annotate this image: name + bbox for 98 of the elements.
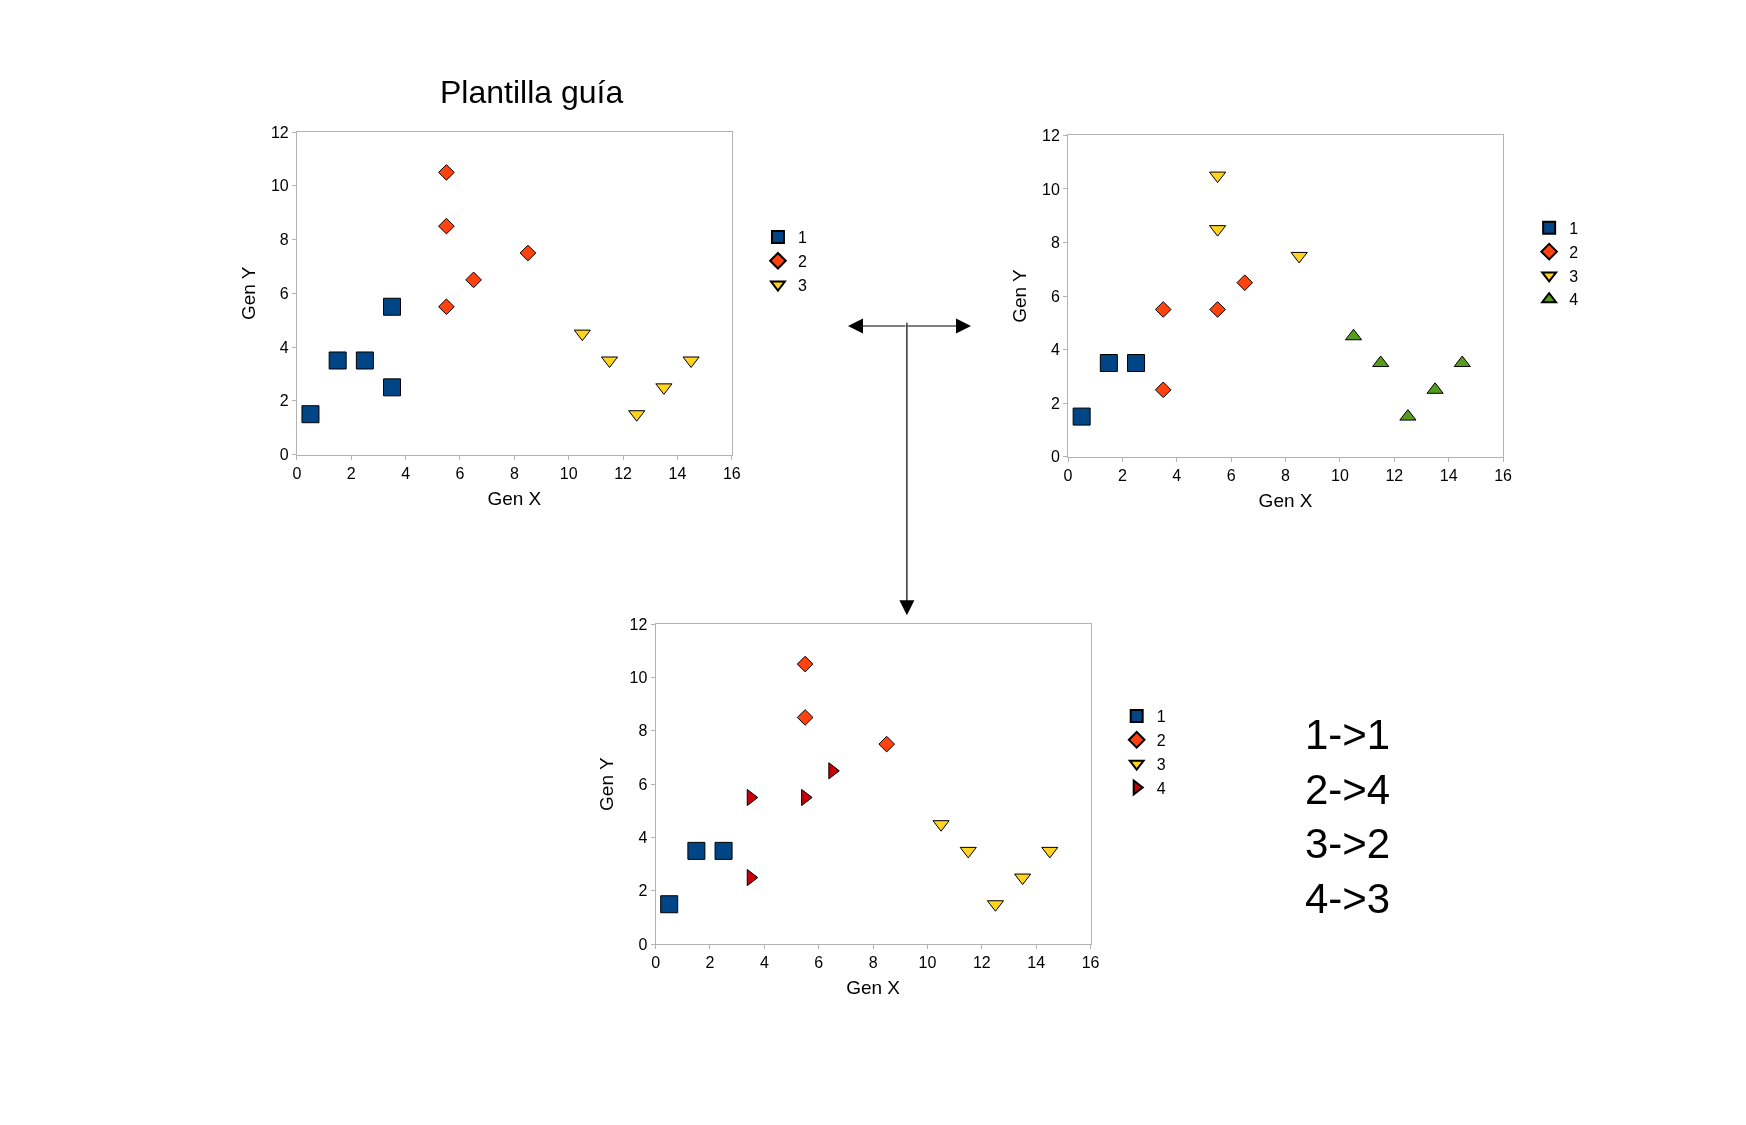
- y-tick-label: 0: [1050, 448, 1060, 466]
- point: [465, 271, 482, 289]
- x-tick-label: 12: [614, 464, 633, 482]
- y-tick-label: 10: [270, 177, 289, 195]
- point: [1453, 355, 1471, 368]
- x-tick-label: 6: [1226, 466, 1236, 484]
- y-tick-label: 12: [270, 123, 289, 141]
- x-tick-label: 6: [455, 464, 465, 482]
- point: [1209, 171, 1227, 184]
- point: [1236, 274, 1254, 291]
- y-tick-label: 0: [638, 935, 648, 953]
- x-tick-label: 4: [1172, 466, 1182, 484]
- y-tick-label: 4: [1050, 341, 1060, 359]
- x-tick-label: 2: [346, 464, 356, 482]
- x-tick-label: 0: [1063, 466, 1073, 484]
- x-tick-label: 14: [1439, 466, 1458, 484]
- point: [1154, 301, 1172, 318]
- point: [1372, 355, 1390, 368]
- y-tick-label: 2: [1050, 394, 1060, 412]
- point: [959, 846, 977, 859]
- legend-label: 3: [797, 276, 807, 294]
- point: [714, 841, 733, 860]
- point: [438, 217, 455, 235]
- point: [687, 841, 706, 860]
- x-tick-label: 14: [1027, 954, 1046, 972]
- x-tick-label: 4: [401, 464, 411, 482]
- point: [796, 709, 814, 726]
- y-tick-label: 10: [1042, 180, 1060, 198]
- y-tick-label: 8: [279, 231, 289, 249]
- legend-label: 2: [1569, 243, 1579, 261]
- point: [383, 378, 402, 397]
- x-tick-label: 12: [1385, 466, 1404, 484]
- legend-label: 3: [1569, 267, 1579, 285]
- point: [660, 895, 679, 914]
- point: [355, 351, 374, 370]
- legend-label: 2: [1156, 732, 1166, 750]
- x-tick-label: 10: [918, 954, 937, 972]
- y-tick-label: 10: [629, 669, 648, 687]
- y-tick-label: 2: [638, 882, 648, 900]
- x-tick-label: 16: [1494, 466, 1513, 484]
- legend-label: 4: [1156, 779, 1166, 797]
- y-tick-label: 0: [279, 446, 289, 464]
- legend-label: 1: [797, 229, 807, 247]
- point: [878, 735, 895, 753]
- point: [796, 655, 814, 673]
- chart-title: Plantilla guía: [440, 74, 624, 110]
- x-tick-label: 2: [1117, 466, 1127, 484]
- point: [1041, 846, 1059, 859]
- y-axis-title: Gen Y: [596, 757, 618, 811]
- x-tick-label: 8: [509, 464, 519, 482]
- y-tick-label: 6: [279, 284, 289, 302]
- y-tick-label: 8: [638, 722, 648, 740]
- legend-label: 2: [797, 253, 807, 271]
- x-tick-label: 16: [1081, 954, 1100, 972]
- y-axis-title: Gen Y: [237, 266, 259, 321]
- x-tick-label: 6: [814, 954, 824, 972]
- legend-label: 4: [1569, 291, 1579, 309]
- legend-label: 1: [1156, 708, 1166, 726]
- point: [301, 405, 320, 424]
- point: [1154, 381, 1172, 399]
- point: [573, 329, 591, 342]
- x-tick-label: 0: [651, 954, 661, 972]
- x-axis-title: Gen X: [487, 487, 542, 509]
- x-tick-label: 4: [759, 954, 769, 972]
- y-tick-label: 2: [279, 392, 289, 410]
- point: [438, 298, 455, 316]
- point: [383, 297, 402, 316]
- y-tick-label: 4: [279, 338, 289, 356]
- legend-label: 3: [1156, 755, 1166, 773]
- x-tick-label: 12: [972, 954, 991, 972]
- text: 1->1 2->4 3->2 4->3: [1305, 711, 1391, 922]
- y-tick-label: 6: [638, 775, 648, 793]
- y-tick-label: 12: [629, 615, 648, 633]
- y-tick-label: 12: [1042, 127, 1060, 145]
- x-tick-label: 8: [868, 954, 878, 972]
- point: [1290, 251, 1308, 264]
- point: [519, 244, 537, 262]
- x-axis-title: Gen X: [846, 977, 901, 999]
- y-tick-label: 4: [638, 829, 648, 847]
- x-tick-label: 16: [722, 464, 741, 482]
- x-tick-label: 10: [559, 464, 578, 482]
- x-axis-title: Gen X: [1258, 489, 1313, 511]
- point: [328, 351, 347, 370]
- x-tick-label: 10: [1331, 466, 1349, 484]
- point: [1072, 407, 1091, 426]
- x-tick-label: 0: [292, 464, 302, 482]
- point: [1099, 354, 1118, 373]
- y-tick-label: 6: [1050, 287, 1060, 305]
- point: [438, 164, 455, 181]
- point: [1209, 301, 1226, 318]
- x-tick-label: 14: [668, 464, 687, 482]
- legend-label: 1: [1569, 220, 1579, 238]
- y-axis-title: Gen Y: [1008, 269, 1030, 323]
- x-tick-label: 2: [705, 954, 715, 972]
- y-tick-label: 8: [1050, 234, 1060, 252]
- point: [1014, 873, 1032, 886]
- x-tick-label: 8: [1281, 466, 1291, 484]
- point: [1127, 354, 1146, 373]
